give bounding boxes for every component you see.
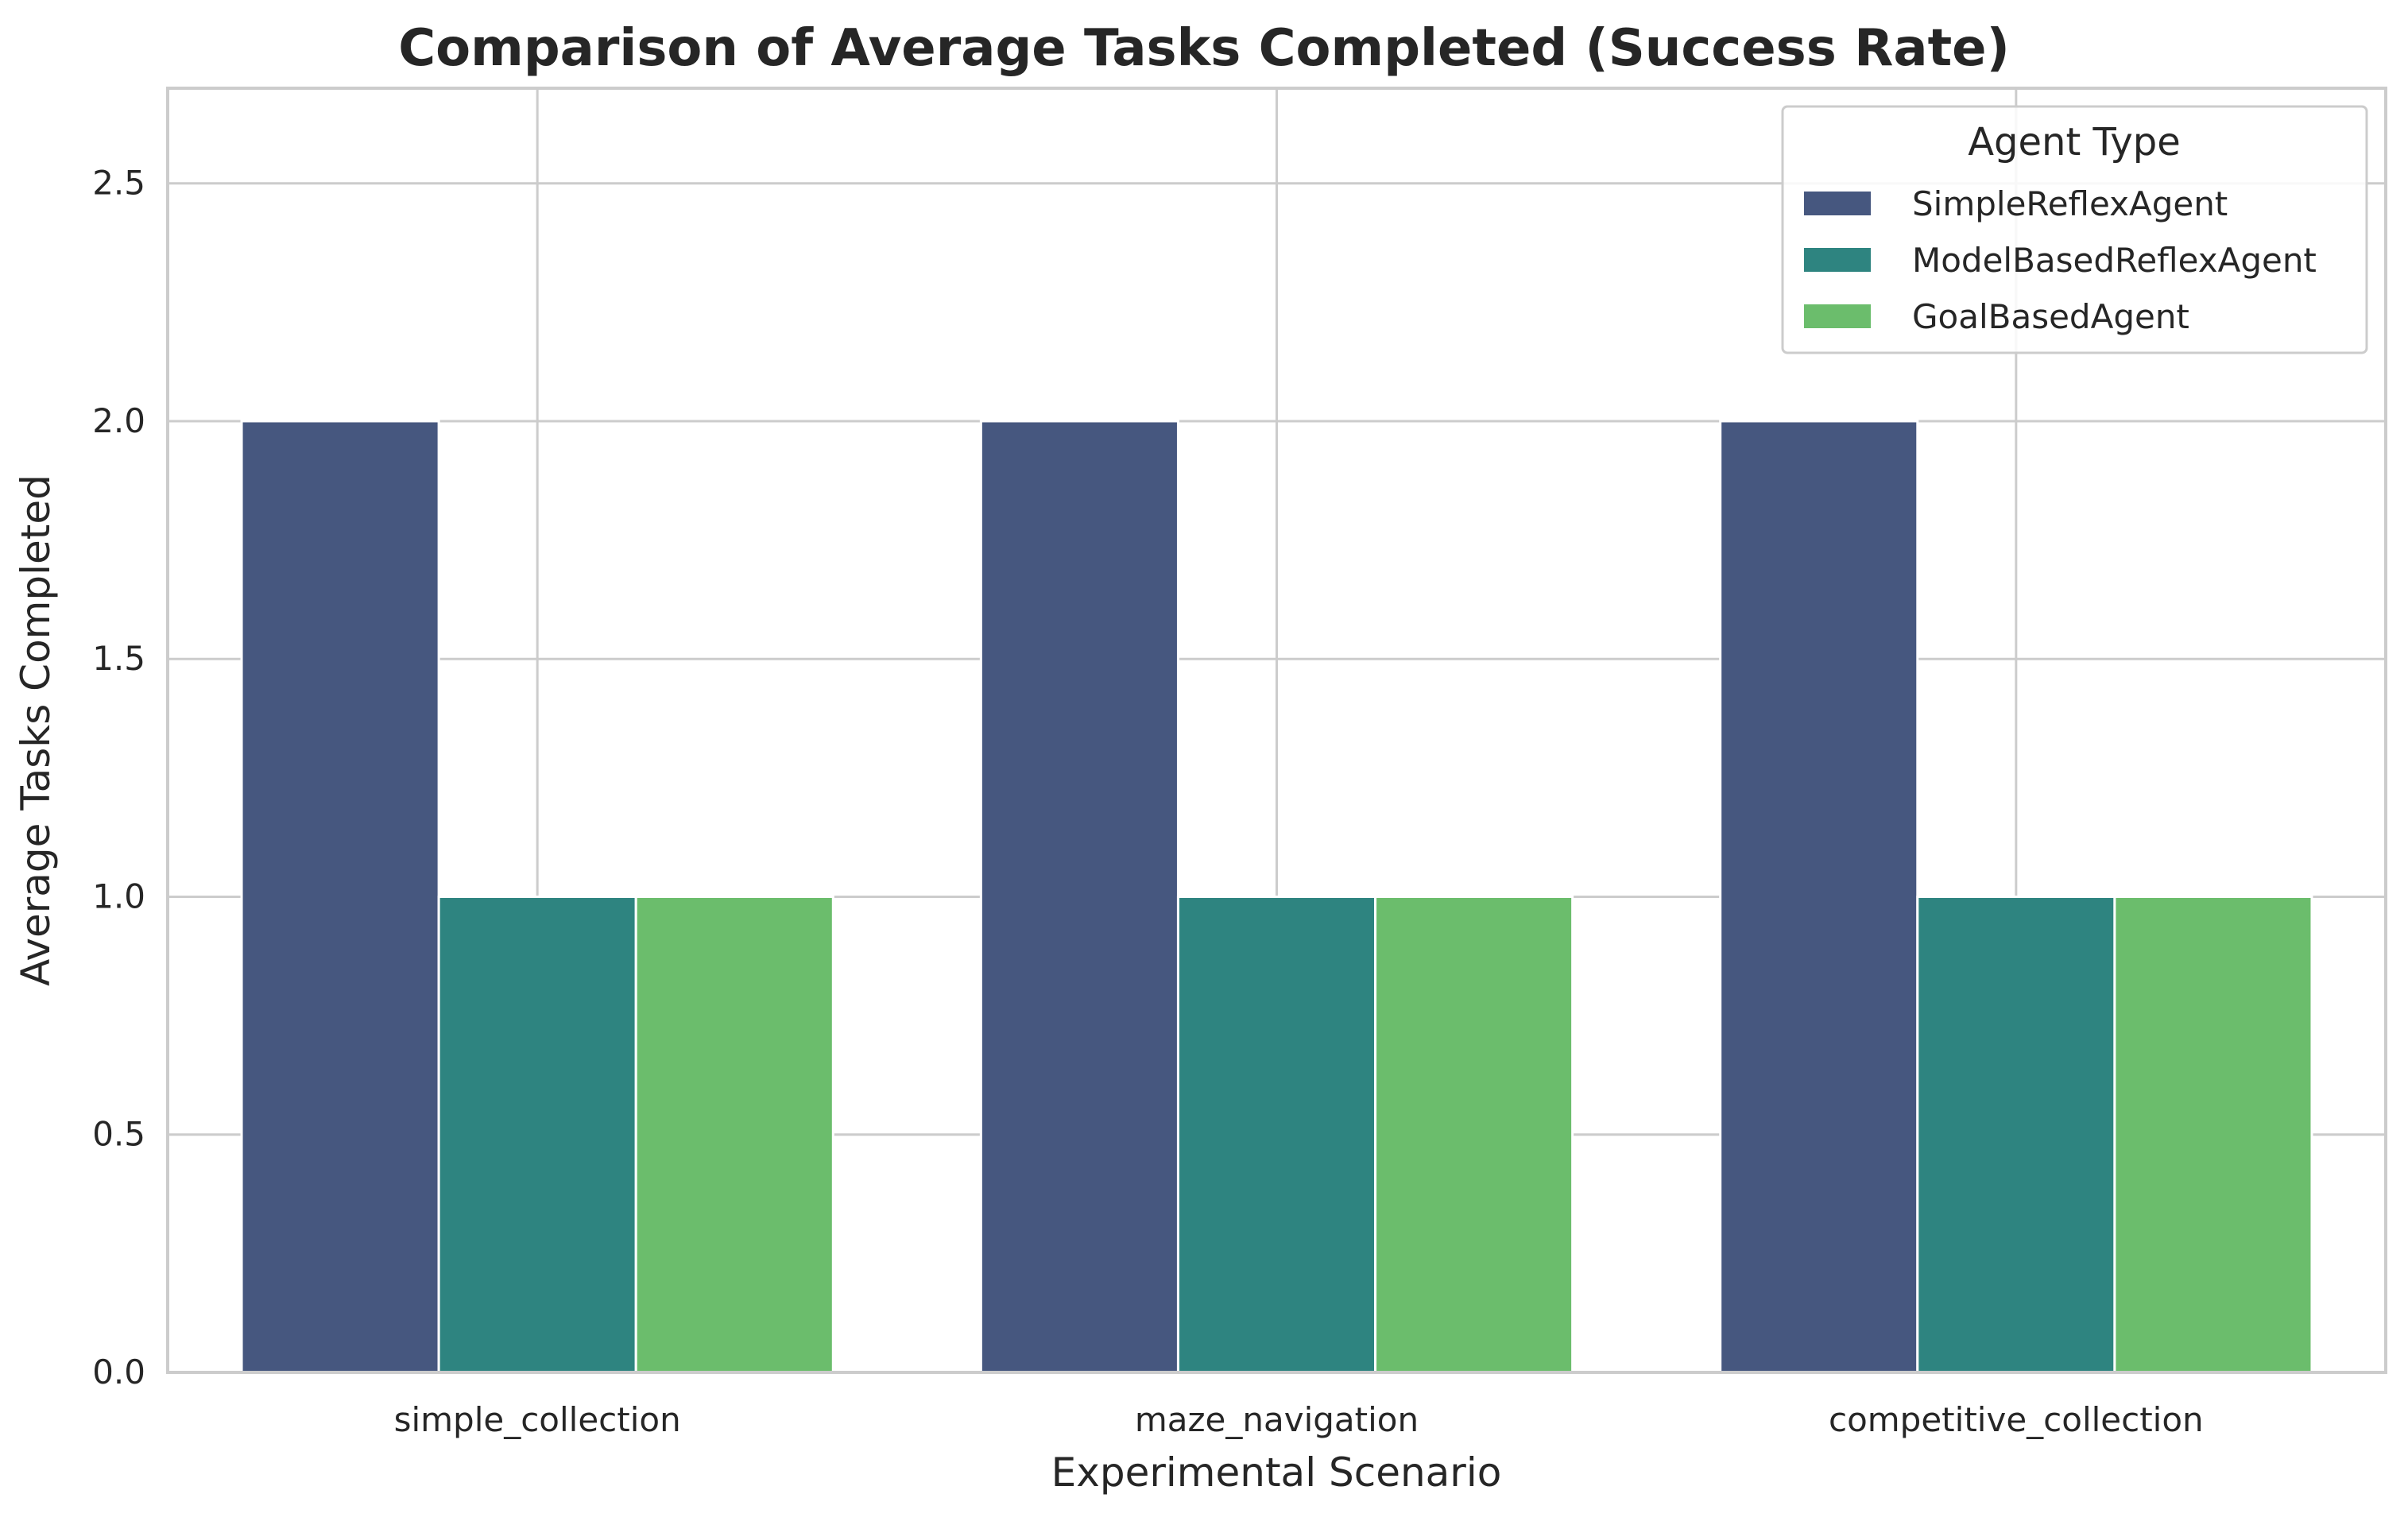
legend-title: Agent Type [1968, 120, 2181, 164]
chart-title: Comparison of Average Tasks Completed (S… [398, 19, 2010, 78]
bar [437, 895, 637, 1374]
bar [634, 895, 834, 1374]
y-tick-labels: 0.0 0.5 1.0 1.5 2.0 2.5 [92, 164, 145, 1391]
legend-box [1781, 105, 2368, 354]
x-axis-label: Experimental Scenario [1051, 1449, 1502, 1496]
y-tick-label: 2.5 [92, 164, 145, 203]
x-tick-label: maze_navigation [1135, 1400, 1419, 1439]
y-tick-label: 1.5 [92, 639, 145, 678]
bar [1719, 420, 1919, 1374]
x-tick-label: simple_collection [394, 1400, 681, 1439]
bar [1916, 895, 2116, 1374]
legend-label: ModelBasedReflexAgent [1912, 241, 2317, 280]
legend-label: GoalBasedAgent [1912, 297, 2189, 336]
bars-layer [240, 420, 2313, 1374]
plot-frame [166, 87, 2387, 1374]
legend-swatch [1804, 192, 1871, 215]
y-tick-label: 2.0 [92, 401, 145, 440]
y-axis-label: Average Tasks Completed [13, 474, 59, 986]
y-tick-label: 0.0 [92, 1353, 145, 1391]
bar [979, 420, 1179, 1374]
legend: Agent Type SimpleReflexAgent ModelBasedRe… [1781, 105, 2368, 354]
bar [1374, 895, 1574, 1374]
bar [240, 420, 440, 1374]
y-tick-label: 1.0 [92, 877, 145, 915]
y-tick-label: 0.5 [92, 1115, 145, 1154]
legend-swatch [1804, 248, 1871, 272]
legend-items: SimpleReflexAgent ModelBasedReflexAgent Go… [1804, 184, 2317, 336]
bar [1176, 895, 1377, 1374]
legend-label: SimpleReflexAgent [1912, 184, 2228, 223]
legend-swatch [1804, 304, 1871, 328]
x-tick-label: competitive_collection [1829, 1400, 2204, 1439]
bar [2113, 895, 2313, 1374]
x-tick-labels: simple_collection maze_navigation competit… [394, 1400, 2204, 1439]
